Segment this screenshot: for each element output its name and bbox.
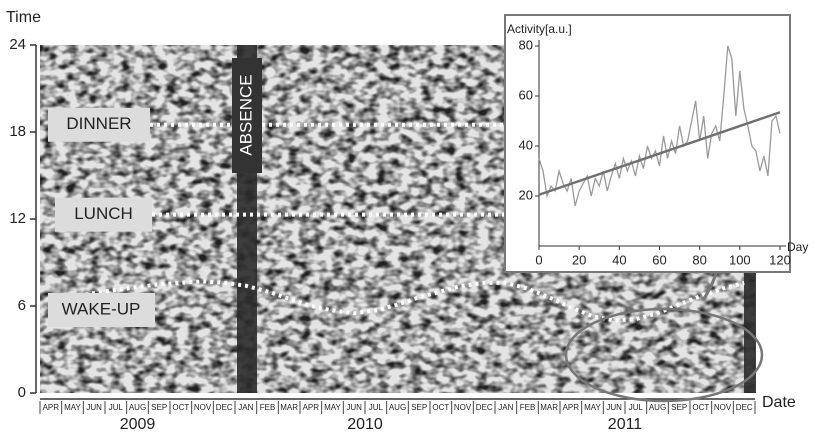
trend-line xyxy=(538,111,781,196)
x-tick-label: 100 xyxy=(729,252,751,267)
x-tick-label: JUN xyxy=(606,403,622,412)
y-tick-label: 60 xyxy=(519,87,533,102)
x-tick-label: MAY xyxy=(584,403,601,412)
x-tick-label: APR xyxy=(303,403,320,412)
x-tick-label: FEB xyxy=(260,403,276,412)
x-tick-label: 60 xyxy=(652,252,666,267)
wake-up-label: WAKE-UP xyxy=(62,299,141,318)
x-tick-label: APR xyxy=(563,403,580,412)
y-tick-label: 80 xyxy=(519,37,533,52)
year-label: 2010 xyxy=(347,416,383,433)
x-tick-label: MAR xyxy=(540,403,558,412)
x-tick-label: APR xyxy=(43,403,60,412)
x-tick-label: SEP xyxy=(671,403,687,412)
main-chart: Time 0 6 12 18 24 Date APR MAY JUN JUL AUG SEP OCT NOV… xyxy=(6,9,796,433)
inset-chart: Activity[a.u.] Day 20 40 60 80 0 20 40 60 80 100 120 xyxy=(507,22,808,267)
x-tick-label: 40 xyxy=(612,252,626,267)
x-tick-label: DEC xyxy=(216,403,233,412)
y-tick-label: 12 xyxy=(9,210,26,227)
x-tick-label: AUG xyxy=(389,403,406,412)
year-label: 2009 xyxy=(120,416,156,433)
x-tick-label: FEB xyxy=(520,403,536,412)
y-tick-label: 40 xyxy=(519,137,533,152)
dinner-label: DINNER xyxy=(66,114,131,133)
absence-label: ABSENCE xyxy=(236,74,255,155)
x-tick-label: JAN xyxy=(498,403,513,412)
x-tick-label: NOV xyxy=(714,403,732,412)
x-tick-label: NOV xyxy=(454,403,472,412)
x-axis-label: Date xyxy=(762,394,796,411)
year-label: 2011 xyxy=(608,416,643,433)
x-axis-label: Day xyxy=(787,240,808,254)
wake-up-box xyxy=(48,293,155,327)
x-tick-label: SEP xyxy=(151,403,167,412)
y-axis-label: Activity[a.u.] xyxy=(507,22,572,36)
x-tick-label: NOV xyxy=(194,403,212,412)
dinner-box xyxy=(48,107,150,142)
x-tick-label: JUL xyxy=(109,403,124,412)
x-tick-label: 20 xyxy=(572,252,586,267)
lunch-label: LUNCH xyxy=(74,204,133,223)
absence-box xyxy=(232,58,262,173)
x-tick-label: JUL xyxy=(369,403,384,412)
x-tick-label: OCT xyxy=(172,403,189,412)
y-axis-label: Time xyxy=(6,9,41,26)
y-tick-label: 0 xyxy=(18,384,26,401)
y-tick-label: 20 xyxy=(519,187,533,202)
x-tick-label: AUG xyxy=(129,403,146,412)
y-tick-label: 18 xyxy=(9,123,26,140)
x-tick-label: DEC xyxy=(476,403,493,412)
x-tick-label: OCT xyxy=(432,403,449,412)
x-tick-label: MAY xyxy=(64,403,81,412)
x-tick-label: AUG xyxy=(649,403,666,412)
x-tick-label: 0 xyxy=(535,252,542,267)
lunch-box xyxy=(55,197,152,232)
x-tick-label: JAN xyxy=(238,403,253,412)
inset-frame xyxy=(504,14,791,273)
x-tick-label: OCT xyxy=(692,403,709,412)
x-tick-label: JUN xyxy=(86,403,102,412)
y-tick-label: 6 xyxy=(18,297,26,314)
y-tick-label: 24 xyxy=(9,36,26,53)
x-tick-label: MAR xyxy=(280,403,298,412)
x-tick-label: 80 xyxy=(692,252,706,267)
activity-line xyxy=(538,45,781,207)
x-tick-label: SEP xyxy=(411,403,427,412)
x-tick-label: JUL xyxy=(629,403,644,412)
x-tick-label: MAY xyxy=(324,403,341,412)
x-tick-label: JUN xyxy=(346,403,362,412)
x-tick-label: 120 xyxy=(769,252,791,267)
highlight-ellipse xyxy=(564,307,764,403)
x-tick-label: DEC xyxy=(736,403,753,412)
